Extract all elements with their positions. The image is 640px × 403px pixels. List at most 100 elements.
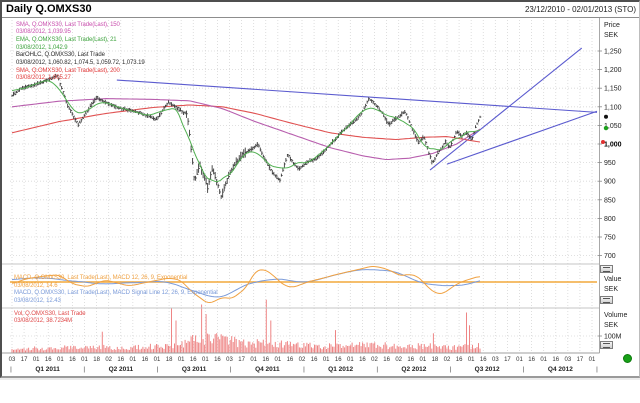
volume-bar bbox=[95, 349, 97, 353]
volume-bar bbox=[20, 348, 22, 353]
volume-bar bbox=[342, 345, 344, 353]
x-axis-day-label: 16 bbox=[262, 357, 269, 363]
volume-bar bbox=[405, 348, 407, 353]
x-axis-day-label: 03 bbox=[226, 357, 233, 363]
volume-bar bbox=[181, 341, 183, 353]
volume-bar bbox=[219, 339, 221, 353]
volume-bar bbox=[255, 347, 257, 353]
volume-bar bbox=[456, 346, 458, 353]
volume-bar bbox=[360, 346, 362, 353]
volume-bar bbox=[341, 348, 343, 353]
volume-bar bbox=[393, 343, 395, 353]
volume-bar bbox=[124, 349, 126, 353]
x-axis-day-label: 16 bbox=[117, 357, 124, 363]
volume-bar bbox=[214, 334, 216, 353]
quarter-label: Q1 2011 bbox=[35, 366, 60, 373]
quarter-separator: | bbox=[376, 366, 378, 373]
x-axis-day-label: 16 bbox=[190, 357, 197, 363]
panel-resize-button-main[interactable] bbox=[600, 265, 613, 273]
volume-bar bbox=[347, 346, 349, 353]
volume-bar bbox=[162, 347, 163, 353]
panel-resize-icon bbox=[603, 343, 610, 348]
legend-line: 03/08/2012, 1,042.9 bbox=[16, 44, 68, 51]
x-axis-day-label: 01 bbox=[129, 357, 136, 363]
x-axis-day-label: 16 bbox=[287, 357, 294, 363]
volume-bar bbox=[408, 344, 410, 353]
volume-bar bbox=[89, 346, 91, 353]
volume-axis-currency: SEK bbox=[604, 322, 618, 329]
volume-bar bbox=[74, 346, 76, 353]
volume-bar bbox=[274, 341, 276, 353]
volume-bar bbox=[169, 345, 171, 353]
volume-bar bbox=[446, 348, 448, 353]
volume-bar bbox=[137, 344, 139, 353]
x-axis-day-label: 02 bbox=[105, 357, 112, 363]
volume-bar bbox=[183, 347, 184, 353]
volume-bar bbox=[86, 346, 88, 353]
volume-bar bbox=[283, 345, 285, 353]
price-chart-svg[interactable]: 1,250 1,200 1,150 1,100 1,050 1,000 950 900 850 8… bbox=[2, 2, 640, 377]
volume-bar bbox=[211, 343, 213, 353]
volume-bar bbox=[333, 346, 335, 353]
quarter-separator: | bbox=[303, 366, 305, 373]
volume-bar bbox=[338, 344, 339, 353]
volume-bar bbox=[369, 343, 371, 353]
x-axis-day-label: 01 bbox=[57, 357, 64, 363]
volume-bar bbox=[142, 346, 144, 353]
volume-bar bbox=[140, 348, 142, 353]
x-axis-day-label: 17 bbox=[504, 357, 511, 363]
volume-bar bbox=[192, 335, 194, 353]
volume-bar bbox=[29, 350, 31, 353]
volume-bar bbox=[199, 342, 201, 353]
trendline bbox=[116, 79, 598, 113]
volume-bar bbox=[416, 349, 418, 353]
volume-bar bbox=[131, 347, 133, 353]
volume-bar bbox=[467, 344, 469, 353]
price-tick-label: 1,000 bbox=[604, 142, 622, 149]
volume-bar bbox=[374, 342, 376, 353]
status-indicator-dot bbox=[623, 354, 632, 363]
volume-bar bbox=[458, 345, 460, 353]
volume-bar bbox=[107, 347, 109, 353]
volume-bar bbox=[459, 346, 461, 353]
panel-resize-button-macd[interactable] bbox=[600, 296, 613, 304]
volume-bar bbox=[34, 346, 36, 353]
volume-bar bbox=[429, 343, 431, 353]
volume-bar bbox=[178, 345, 180, 353]
x-axis-day-label: 01 bbox=[540, 357, 547, 363]
volume-bar bbox=[434, 344, 436, 353]
volume-bar bbox=[407, 345, 409, 353]
volume-bar bbox=[444, 345, 446, 353]
x-axis-day-label: 18 bbox=[93, 357, 100, 363]
volume-bar bbox=[121, 346, 123, 353]
volume-bar bbox=[118, 349, 120, 353]
volume-bar bbox=[422, 348, 424, 353]
volume-bar bbox=[440, 348, 442, 353]
panel-resize-icon bbox=[603, 298, 610, 303]
volume-bar bbox=[303, 343, 305, 353]
volume-bar bbox=[464, 344, 466, 353]
volume-bar bbox=[46, 349, 48, 353]
quarter-label: Q3 2011 bbox=[182, 366, 207, 373]
volume-bar bbox=[189, 341, 191, 353]
panel-resize-button-volume[interactable] bbox=[600, 341, 613, 349]
volume-bar bbox=[136, 349, 138, 353]
legend-line: SMA, Q.OMXS30, Last Trade(Last), 200 bbox=[16, 67, 120, 74]
volume-bar bbox=[330, 344, 332, 353]
volume-bar bbox=[240, 341, 242, 353]
volume-bar bbox=[258, 341, 260, 353]
volume-bar bbox=[205, 314, 207, 353]
x-axis-day-label: 16 bbox=[383, 357, 390, 363]
volume-bar bbox=[389, 347, 391, 353]
volume-bar bbox=[82, 348, 84, 353]
volume-bar bbox=[145, 347, 147, 353]
volume-bar bbox=[148, 346, 150, 353]
volume-bar bbox=[166, 344, 168, 353]
quarter-separator: | bbox=[523, 366, 525, 373]
volume-bar bbox=[174, 343, 175, 353]
volume-bar bbox=[432, 333, 434, 353]
x-axis-day-label: 02 bbox=[395, 357, 402, 363]
volume-bar bbox=[79, 348, 81, 353]
volume-bar bbox=[143, 348, 145, 353]
volume-bar bbox=[106, 346, 108, 353]
